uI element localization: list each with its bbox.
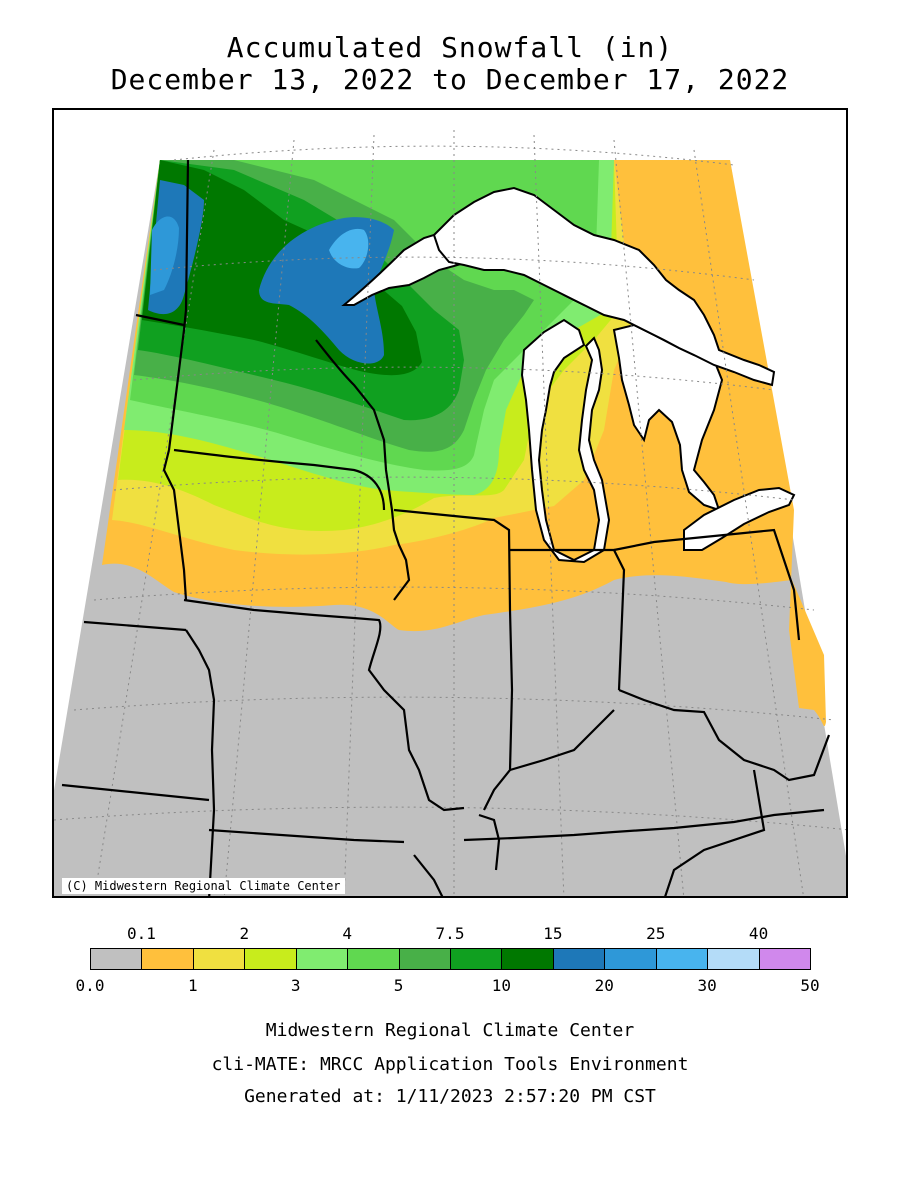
legend-bottom-label: 3	[290, 976, 301, 995]
snowfall-map-svg	[54, 130, 846, 896]
map-credit: (C) Midwestern Regional Climate Center	[62, 878, 345, 894]
legend-swatch	[450, 948, 503, 970]
legend-top-label: 0.1	[126, 924, 156, 943]
legend-top-label: 2	[239, 924, 250, 943]
legend-swatch	[192, 948, 246, 970]
legend-bottom-label: 0.0	[75, 976, 105, 995]
snow-band-25-30	[329, 228, 369, 269]
legend-swatch	[552, 948, 606, 970]
legend-bottom-label: 20	[594, 976, 614, 995]
upper-peninsula-region	[432, 186, 776, 387]
lake-michigan	[520, 318, 611, 564]
legend-top-label: 40	[748, 924, 769, 943]
footer-organization: Midwestern Regional Climate Center	[265, 1020, 635, 1041]
legend-swatch	[347, 948, 400, 970]
legend-top-label: 25	[646, 924, 666, 943]
footer-tool: cli-MATE: MRCC Application Tools Environ…	[211, 1054, 689, 1075]
footer-generated: Generated at: 1/11/2023 2:57:20 PM CST	[244, 1086, 656, 1107]
legend-swatch	[707, 948, 760, 970]
legend-top-label: 7.5	[435, 924, 465, 943]
map-title: Accumulated Snowfall (in)	[226, 31, 674, 64]
color-legend: 0.1 2 4 7.5 15 25 40 0.0 1 3 5 10 20 30 50	[0, 920, 900, 1000]
legend-swatch	[398, 948, 451, 970]
snowfall-map: (C) Midwestern Regional Climate Center	[52, 108, 848, 898]
legend-bottom-label: 50	[800, 976, 820, 995]
legend-bottom-label: 1	[188, 976, 198, 995]
legend-bottom-label: 10	[491, 976, 512, 995]
legend-swatch	[501, 948, 554, 970]
snow-band-20-25	[150, 216, 179, 295]
graticule	[54, 130, 846, 896]
legend-bottom-label: 5	[393, 976, 404, 995]
legend-swatch	[758, 948, 811, 970]
legend-top-label: 4	[342, 924, 352, 943]
legend-bottom-label: 30	[697, 976, 717, 995]
legend-top-label: 15	[543, 924, 563, 943]
legend-swatch	[90, 948, 143, 970]
legend-swatch	[295, 948, 349, 970]
legend-swatch	[244, 948, 297, 970]
state-borders	[61, 159, 831, 896]
legend-swatch	[141, 948, 194, 970]
date-range-title: December 13, 2022 to December 17, 2022	[110, 63, 790, 96]
lake-erie	[683, 486, 796, 551]
legend-swatch	[655, 948, 709, 970]
legend-swatch	[604, 948, 657, 970]
